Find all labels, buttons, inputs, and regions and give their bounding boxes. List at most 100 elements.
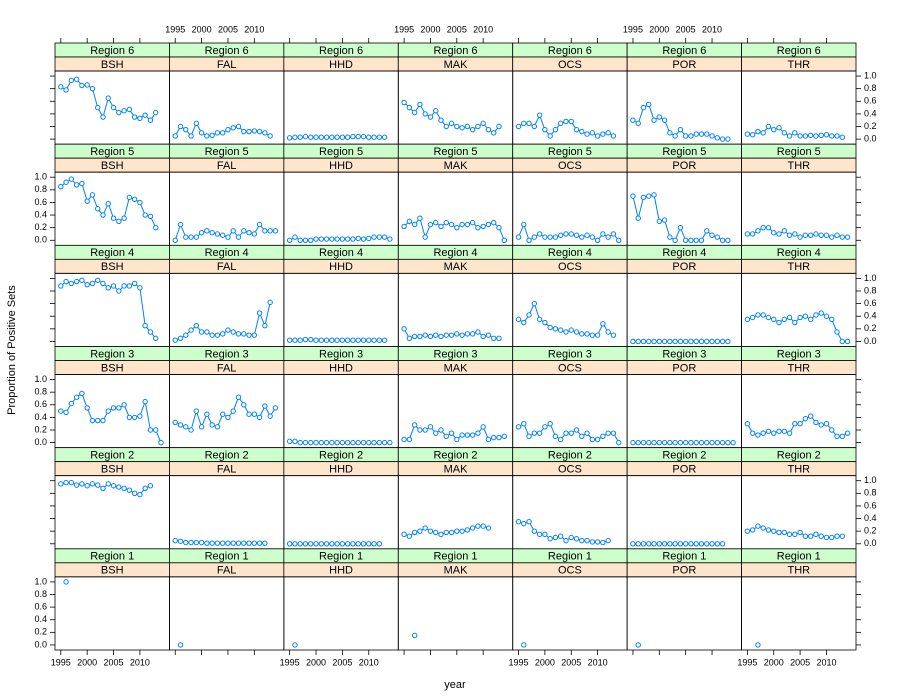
y-tick-label: 0.6 — [864, 96, 877, 106]
data-point — [594, 436, 601, 443]
data-point — [433, 108, 439, 114]
strip-species-label: HHD — [329, 362, 353, 374]
data-point — [829, 534, 835, 541]
data-point — [531, 528, 538, 534]
strip-species-label: FAL — [217, 565, 237, 577]
strip-region-label: Region 5 — [548, 146, 592, 158]
data-point — [760, 430, 766, 436]
data-point — [433, 529, 439, 536]
data-point — [376, 234, 383, 240]
data-point — [600, 131, 606, 137]
x-tick-label: 2010 — [702, 24, 722, 34]
data-point — [256, 414, 263, 421]
data-point — [579, 537, 585, 544]
series-line — [175, 396, 276, 431]
data-point — [807, 533, 814, 539]
data-point — [188, 327, 194, 333]
data-point — [427, 114, 434, 120]
data-point — [251, 540, 258, 546]
data-point — [698, 131, 705, 137]
data-point — [246, 411, 252, 417]
data-point — [334, 541, 340, 547]
data-point — [438, 427, 444, 433]
data-point — [116, 218, 122, 225]
data-point — [661, 117, 668, 123]
strip-region-label: Region 6 — [548, 45, 592, 57]
data-point — [209, 422, 215, 428]
data-point — [807, 413, 814, 419]
data-point — [411, 632, 418, 639]
y-tick-label: 0.4 — [864, 513, 877, 523]
data-point — [818, 422, 824, 428]
data-point — [188, 539, 194, 546]
data-point — [464, 221, 471, 228]
data-point — [725, 136, 731, 142]
panel-frame — [169, 475, 285, 550]
data-point — [448, 430, 455, 436]
data-point — [376, 541, 383, 547]
data-point — [558, 533, 564, 539]
data-point — [158, 439, 164, 446]
strip-region-label: Region 5 — [433, 146, 477, 158]
data-point — [100, 114, 106, 120]
data-point — [594, 133, 601, 139]
data-point — [126, 106, 133, 113]
strip-region-label: Region 1 — [205, 551, 249, 563]
data-point — [302, 336, 309, 343]
data-point — [360, 439, 367, 446]
data-point — [172, 537, 178, 544]
y-tick-label: 0.0 — [34, 235, 47, 245]
data-point — [147, 213, 154, 220]
data-point — [714, 234, 721, 240]
data-point — [558, 232, 564, 238]
data-point — [496, 335, 502, 342]
data-point — [688, 439, 694, 446]
data-point — [204, 540, 210, 546]
data-point — [193, 408, 200, 414]
data-point — [605, 234, 611, 240]
data-point — [371, 439, 377, 446]
data-point — [371, 234, 377, 240]
data-point — [366, 541, 372, 547]
data-point — [813, 419, 819, 426]
data-point — [693, 131, 699, 137]
data-point — [547, 324, 553, 331]
data-point — [241, 402, 247, 408]
data-point — [323, 439, 330, 446]
data-point — [417, 333, 423, 340]
data-point — [651, 338, 657, 345]
data-point — [406, 533, 413, 539]
data-point — [131, 280, 138, 287]
strip-region-label: Region 3 — [205, 348, 249, 360]
data-point — [68, 176, 75, 182]
data-point — [501, 433, 507, 440]
data-point — [563, 430, 569, 436]
x-tick-label: 2010 — [359, 657, 379, 667]
data-point — [672, 541, 678, 547]
data-point — [792, 420, 798, 427]
data-point — [464, 432, 471, 438]
data-point — [360, 337, 367, 343]
data-point — [781, 228, 787, 234]
strip-species-label: THR — [787, 362, 810, 374]
strip-species-label: THR — [787, 565, 810, 577]
data-point — [667, 439, 673, 446]
data-point — [267, 228, 273, 234]
data-point — [241, 128, 247, 135]
x-tick-label: 2010 — [244, 24, 264, 34]
data-point — [792, 231, 798, 237]
data-point — [183, 234, 189, 240]
strip-species-label: MAK — [444, 160, 469, 172]
panel-frame — [283, 70, 399, 145]
data-point — [433, 219, 439, 226]
data-point — [58, 408, 64, 414]
y-tick-label: 1.0 — [864, 273, 877, 283]
data-point — [630, 338, 636, 345]
y-tick-label: 0.2 — [34, 222, 47, 232]
data-point — [459, 332, 465, 338]
strip-species-label: BSH — [101, 362, 124, 374]
data-point — [579, 331, 585, 337]
data-point — [131, 414, 138, 421]
strip-species-label: BSH — [101, 261, 124, 273]
data-point — [605, 130, 611, 136]
